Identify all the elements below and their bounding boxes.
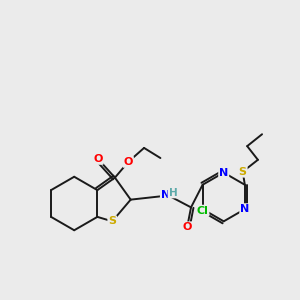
Text: O: O	[124, 157, 133, 167]
Text: H: H	[169, 188, 177, 197]
Text: S: S	[239, 167, 247, 177]
Text: O: O	[182, 222, 192, 232]
Text: N: N	[161, 190, 170, 200]
Text: N: N	[240, 204, 249, 214]
Text: O: O	[93, 154, 103, 164]
Text: Cl: Cl	[197, 206, 208, 216]
Text: N: N	[219, 168, 228, 178]
Text: S: S	[108, 216, 116, 226]
